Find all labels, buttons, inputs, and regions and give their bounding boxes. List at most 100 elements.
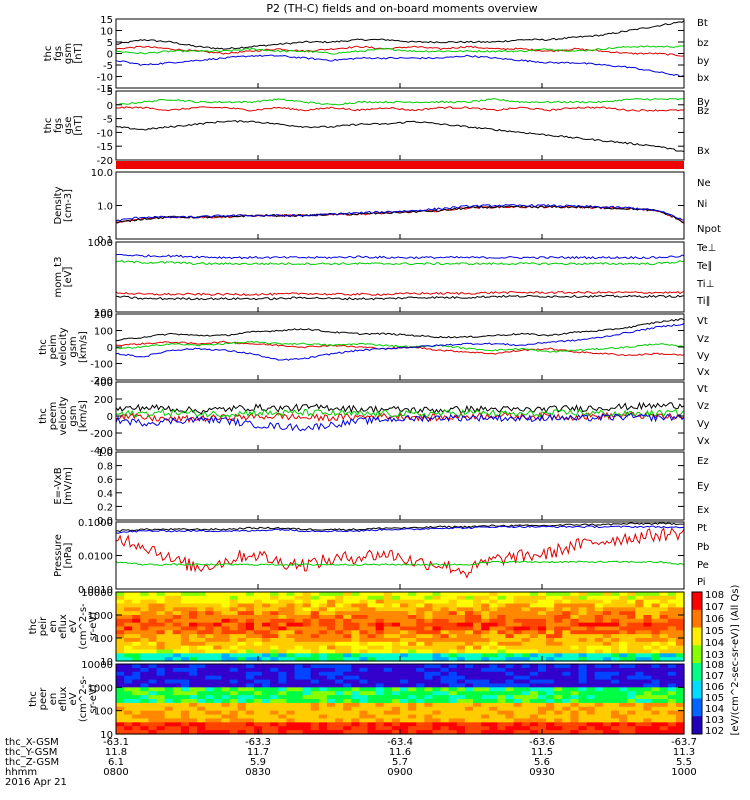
y-tick-label: 1000: [88, 238, 113, 249]
spectrogram-cell: [286, 679, 296, 685]
series-Vt-line: [115, 318, 685, 342]
spectrogram-cell: [675, 671, 685, 677]
spectrogram-cell: [473, 599, 482, 605]
spectrogram-cell: [473, 710, 482, 716]
y-axis-label: eV: [68, 620, 79, 633]
spectrogram-cell: [416, 641, 425, 647]
spectrogram-cell: [529, 695, 539, 700]
spectrogram-cell: [521, 667, 531, 673]
spectrogram-cell: [140, 618, 150, 624]
spectrogram-cell: [473, 679, 482, 685]
spectrogram-cell: [416, 657, 425, 662]
spectrogram-cell: [172, 702, 182, 708]
spectrogram-cell: [562, 679, 571, 685]
spectrogram-cell: [594, 718, 604, 723]
spectrogram-cell: [578, 615, 588, 620]
spectrogram-cell: [610, 675, 620, 681]
spectrogram-cell: [221, 714, 231, 720]
spectrogram-cell: [375, 664, 385, 669]
spectrogram-cell: [189, 730, 198, 735]
spectrogram-cell: [635, 622, 645, 628]
spectrogram-cell: [180, 645, 190, 651]
spectrogram-cell: [643, 683, 653, 688]
spectrogram-cell: [124, 626, 133, 631]
spectrogram-cell: [164, 718, 174, 723]
spectrogram-cell: [424, 630, 434, 635]
spectrogram-cell: [229, 722, 239, 727]
spectrogram-cell: [335, 634, 344, 639]
spectrogram-cell: [505, 730, 515, 735]
spectrogram-cell: [156, 638, 166, 643]
spectrogram-cell: [189, 649, 198, 654]
spectrogram-cell: [594, 702, 604, 708]
spectrogram-cell: [335, 607, 344, 612]
spectrogram-cell: [635, 641, 645, 647]
spectrogram-cell: [408, 622, 417, 628]
spectrogram-cell: [383, 675, 393, 681]
spectrogram-cell: [343, 722, 352, 727]
spectrogram-cell: [619, 653, 628, 658]
spectrogram-cell: [180, 726, 190, 731]
spectrogram-cell: [675, 626, 685, 631]
spectrogram-cell: [408, 649, 417, 654]
spectrogram-cell: [156, 679, 166, 685]
spectrogram-cell: [448, 603, 458, 608]
spectrogram-cell: [213, 667, 223, 673]
spectrogram-cell: [400, 595, 409, 601]
spectrogram-cell: [456, 626, 466, 631]
spectrogram-cell: [205, 638, 214, 643]
spectrogram-cell: [546, 615, 555, 620]
spectrogram-cell: [586, 691, 596, 696]
spectrogram-cell: [627, 641, 636, 647]
spectrogram-cell: [213, 649, 223, 654]
spectrogram-cell: [464, 626, 474, 631]
spectrogram-cell: [391, 683, 401, 688]
spectrogram-cell: [489, 679, 498, 685]
spectrogram-cell: [148, 645, 158, 651]
spectrogram-cell: [148, 657, 158, 662]
spectrogram-cell: [448, 691, 458, 696]
spectrogram-cell: [440, 630, 450, 635]
spectrogram-cell: [627, 607, 636, 612]
spectrogram-cell: [610, 722, 620, 727]
spectrogram-cell: [270, 599, 279, 605]
spectrogram-cell: [383, 699, 393, 704]
spectrogram-cell: [205, 687, 214, 692]
spectrogram-cell: [229, 687, 239, 692]
spectrogram-cell: [180, 702, 190, 708]
spectrogram-cell: [643, 691, 653, 696]
spectrogram-cell: [367, 599, 377, 605]
spectrogram-cell: [359, 722, 369, 727]
spectrogram-cell: [124, 630, 133, 635]
spectrogram-cell: [367, 645, 377, 651]
spectrogram-cell: [343, 714, 352, 720]
y-axis-label: peem: [48, 402, 59, 430]
spectrogram-cell: [116, 611, 125, 616]
spectrogram-cell: [473, 615, 482, 620]
spectrogram-cell: [651, 664, 661, 669]
spectrogram-cell: [148, 683, 158, 688]
spectrogram-cell: [213, 595, 223, 601]
spectrogram-cell: [140, 695, 150, 700]
spectrogram-cell: [213, 683, 223, 688]
spectrogram-cell: [643, 595, 653, 601]
spectrogram-cell: [416, 691, 425, 696]
spectrogram-cell: [408, 730, 417, 735]
spectrogram-cell: [424, 699, 434, 704]
spectrogram-cell: [400, 657, 409, 662]
spectrogram-cell: [351, 645, 361, 651]
spectrogram-cell: [302, 706, 312, 712]
spectrogram-cell: [667, 634, 677, 639]
spectrogram-cell: [497, 699, 507, 704]
spectrogram-cell: [562, 626, 571, 631]
spectrogram-cell: [164, 599, 174, 605]
spectrogram-cell: [400, 618, 409, 624]
spectrogram-cell: [473, 626, 482, 631]
spectrogram-cell: [570, 683, 580, 688]
spectrogram-cell: [375, 718, 385, 723]
spectrogram-cell: [546, 691, 555, 696]
spectrogram-cell: [213, 664, 223, 669]
spectrogram-cell: [416, 645, 425, 651]
spectrogram-cell: [643, 722, 653, 727]
spectrogram-cell: [424, 618, 434, 624]
